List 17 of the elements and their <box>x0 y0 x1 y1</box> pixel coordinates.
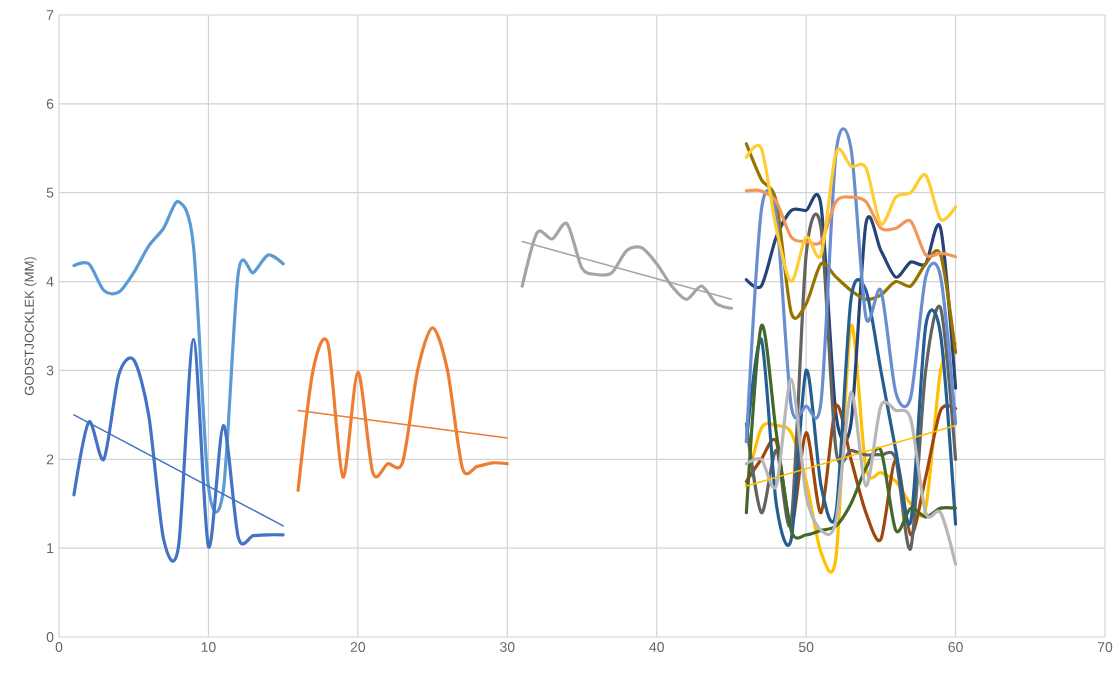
y-tick-label: 2 <box>46 454 54 465</box>
y-tick-label: 1 <box>47 543 54 553</box>
x-tick-label: 10 <box>201 642 216 652</box>
y-tick-label: 3 <box>46 365 54 376</box>
y-axis-title: GODSTJOCKLEK (MM) <box>24 257 37 396</box>
x-tick-label: 70 <box>1097 642 1113 652</box>
x-tick-label: 0 <box>55 642 63 652</box>
y-tick-label: 6 <box>46 98 54 109</box>
y-tick-label: 0 <box>46 632 54 642</box>
x-tick-label: 30 <box>500 642 515 652</box>
y-tick-label: 5 <box>46 187 54 198</box>
y-tick-label: 4 <box>46 276 54 287</box>
x-tick-label: 60 <box>948 642 963 652</box>
x-tick-label: 40 <box>649 642 664 652</box>
x-tick-label: 50 <box>798 642 814 652</box>
y-tick-label: 7 <box>46 10 54 20</box>
x-tick-label: 20 <box>350 642 366 652</box>
